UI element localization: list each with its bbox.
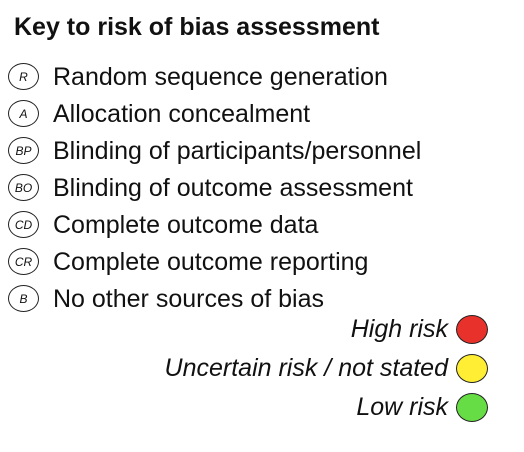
criteria-label: Complete outcome reporting <box>53 247 369 276</box>
legend-label: Low risk <box>356 393 448 421</box>
criteria-label: Blinding of outcome assessment <box>53 173 413 202</box>
legend-label: Uncertain risk / not stated <box>164 354 448 382</box>
key-title: Key to risk of bias assessment <box>14 13 380 41</box>
green-circle-icon <box>456 393 488 422</box>
abbr-badge-bo: BO <box>8 174 39 201</box>
abbr-badge-b: B <box>8 285 39 312</box>
legend-row-uncertain: Uncertain risk / not stated <box>165 349 488 388</box>
criteria-item-blinding-participants: BP Blinding of participants/personnel <box>8 132 421 169</box>
legend-label: High risk <box>350 315 448 343</box>
legend-row-high: High risk <box>165 310 488 349</box>
abbr-badge-bp: BP <box>8 137 39 164</box>
legend-row-low: Low risk <box>165 388 488 427</box>
abbr-badge-cr: CR <box>8 248 39 275</box>
criteria-item-random-sequence: R Random sequence generation <box>8 58 421 95</box>
criteria-list: R Random sequence generation A Allocatio… <box>8 58 421 317</box>
criteria-item-allocation: A Allocation concealment <box>8 95 421 132</box>
abbr-badge-cd: CD <box>8 211 39 238</box>
criteria-item-other-bias: B No other sources of bias <box>8 280 421 317</box>
risk-legend: High risk Uncertain risk / not stated Lo… <box>165 310 488 427</box>
criteria-item-complete-data: CD Complete outcome data <box>8 206 421 243</box>
criteria-label: Blinding of participants/personnel <box>53 136 422 165</box>
red-circle-icon <box>456 315 488 344</box>
criteria-item-complete-reporting: CR Complete outcome reporting <box>8 243 421 280</box>
criteria-label: Complete outcome data <box>53 210 319 239</box>
yellow-circle-icon <box>456 354 488 383</box>
criteria-label: Allocation concealment <box>53 99 311 128</box>
criteria-label: Random sequence generation <box>53 62 388 91</box>
criteria-label: No other sources of bias <box>53 284 324 313</box>
abbr-badge-r: R <box>8 63 39 90</box>
abbr-badge-a: A <box>8 100 39 127</box>
criteria-item-blinding-outcome: BO Blinding of outcome assessment <box>8 169 421 206</box>
